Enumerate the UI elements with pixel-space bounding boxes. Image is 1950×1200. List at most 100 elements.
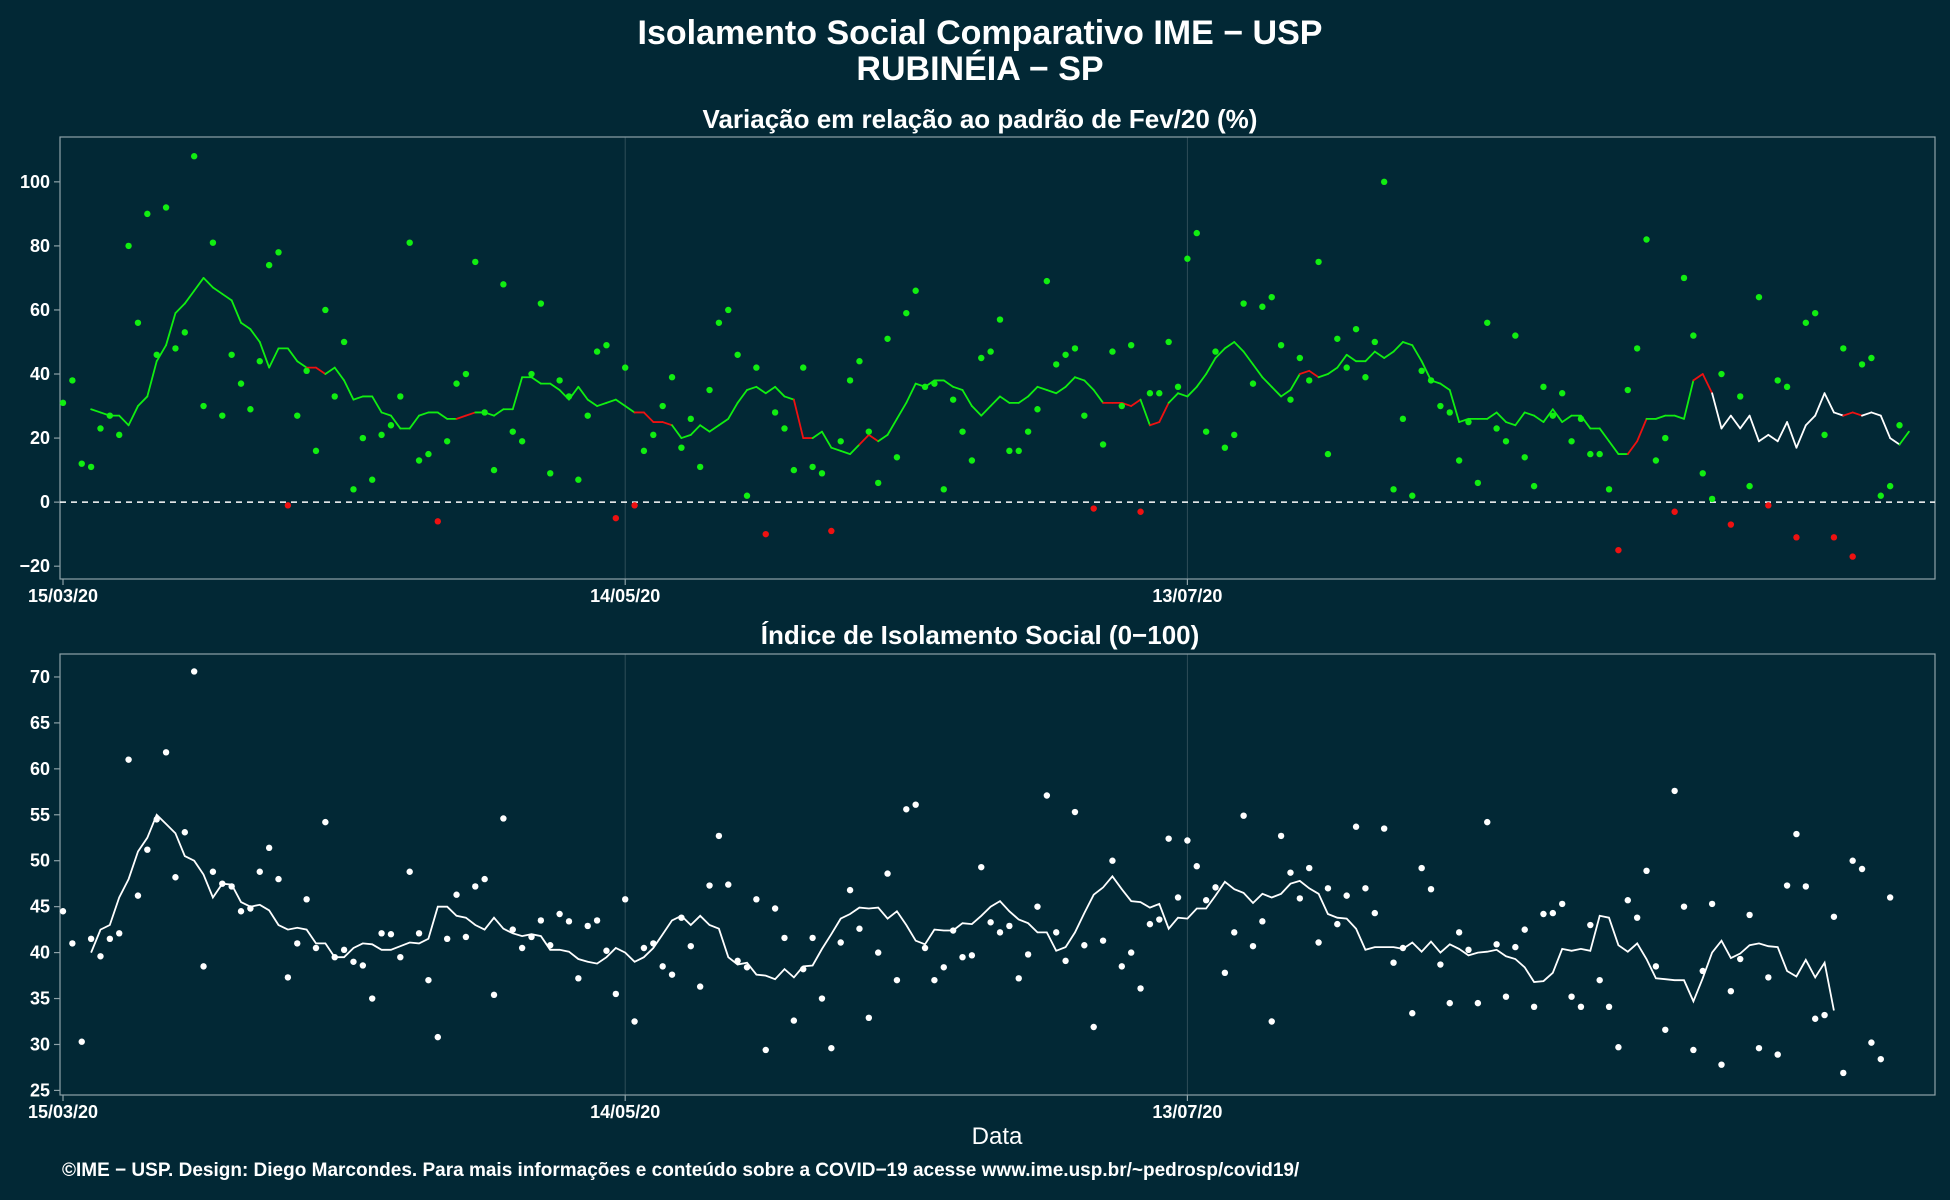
variation-point xyxy=(537,300,545,307)
moving-average-segment xyxy=(155,344,167,363)
variation-point xyxy=(1802,319,1810,326)
variation-point xyxy=(1296,354,1304,362)
variation-point xyxy=(921,383,929,391)
moving-average-segment xyxy=(1505,421,1517,427)
variation-panel: −20 0 20 40 60 80 100 15/03/20 14/05/20 13/07/20 xyxy=(19,136,1936,606)
variation-point xyxy=(1512,332,1519,339)
index-point xyxy=(631,1018,638,1025)
variation-point xyxy=(1868,354,1875,362)
index-point xyxy=(528,933,535,941)
index-point xyxy=(116,930,123,937)
index-point xyxy=(1540,910,1547,918)
plot-frame xyxy=(59,136,1936,580)
moving-average-segment xyxy=(586,398,598,407)
variation-point xyxy=(106,412,114,419)
variation-point xyxy=(1053,361,1060,368)
index-point xyxy=(1840,1069,1847,1077)
variation-point xyxy=(1540,383,1547,391)
moving-average-segment xyxy=(286,347,299,363)
index-point xyxy=(219,880,226,887)
index-point xyxy=(209,868,217,875)
moving-average-segment xyxy=(352,395,364,401)
moving-average-segment xyxy=(1804,414,1817,427)
variation-point xyxy=(622,364,629,371)
index-point xyxy=(1343,892,1350,899)
variation-point xyxy=(162,204,170,211)
moving-average-segment xyxy=(1149,421,1161,427)
moving-average-segment xyxy=(1233,341,1245,353)
variation-point xyxy=(1399,415,1407,423)
index-point xyxy=(425,976,432,984)
moving-average-segment xyxy=(1542,408,1554,423)
variation-point xyxy=(1840,345,1847,352)
variation-point xyxy=(1755,293,1763,301)
variation-point xyxy=(846,377,854,384)
index-point xyxy=(790,1017,798,1024)
moving-average-segment xyxy=(1655,414,1667,420)
index-point xyxy=(603,947,610,954)
moving-average-segment xyxy=(989,395,1001,407)
x-tick-label: 14/05/20 xyxy=(590,1102,660,1122)
index-point xyxy=(378,930,385,937)
index-point xyxy=(1399,944,1407,952)
index-point xyxy=(1390,959,1397,966)
index-point xyxy=(762,1046,769,1054)
moving-average-segment xyxy=(174,302,186,315)
index-point xyxy=(1118,963,1126,970)
variation-point xyxy=(1277,341,1285,349)
variation-point xyxy=(116,431,123,439)
variation-point xyxy=(1783,383,1791,391)
moving-average-segment xyxy=(614,398,627,407)
index-point xyxy=(1587,921,1594,929)
moving-average-segment xyxy=(1814,392,1826,417)
y-tick-label: 55 xyxy=(30,805,50,825)
moving-average-segment xyxy=(1683,379,1695,420)
moving-average-segment xyxy=(1158,401,1170,423)
index-point xyxy=(1811,1015,1819,1022)
variation-point xyxy=(1221,444,1229,451)
variation-point xyxy=(1212,348,1219,355)
moving-average-segment xyxy=(596,401,608,407)
moving-average-segment xyxy=(1298,369,1311,375)
variation-point xyxy=(790,466,798,474)
variation-point xyxy=(378,431,385,439)
index-point xyxy=(312,944,320,952)
variation-point xyxy=(1174,383,1182,391)
variation-point xyxy=(228,351,235,358)
index-point xyxy=(369,995,376,1002)
moving-average-segment xyxy=(1092,389,1104,404)
moving-average-segment xyxy=(1898,430,1910,446)
index-point xyxy=(1334,920,1341,928)
index-point xyxy=(809,934,816,942)
index-point xyxy=(921,944,929,952)
variation-point xyxy=(1877,492,1884,499)
variation-point xyxy=(1605,486,1613,493)
moving-average-segment xyxy=(1223,341,1236,350)
index-point xyxy=(874,949,882,956)
variation-point xyxy=(1765,502,1772,509)
index-point xyxy=(968,952,976,959)
index-point xyxy=(1858,865,1866,873)
moving-average-segment xyxy=(324,366,336,375)
index-point xyxy=(284,974,292,981)
y-tick-label: 45 xyxy=(30,897,50,917)
index-point xyxy=(1549,909,1557,917)
moving-average-segment xyxy=(999,395,1011,404)
moving-average-segment xyxy=(1139,398,1151,427)
moving-average-segment xyxy=(1758,433,1770,443)
moving-average-segment xyxy=(1692,373,1704,382)
index-point xyxy=(1165,835,1172,842)
index-point xyxy=(1146,920,1154,928)
index-point xyxy=(181,829,189,836)
index-point xyxy=(331,953,338,961)
x-tick-label: 13/07/20 xyxy=(1152,1102,1222,1122)
index-point xyxy=(200,963,207,970)
index-point xyxy=(1821,1011,1828,1019)
index-point xyxy=(1746,911,1753,919)
variation-point xyxy=(678,444,685,451)
variation-point xyxy=(1746,482,1753,490)
moving-average-segment xyxy=(1402,341,1414,347)
index-point xyxy=(1577,1003,1585,1010)
index-point xyxy=(1802,883,1810,890)
